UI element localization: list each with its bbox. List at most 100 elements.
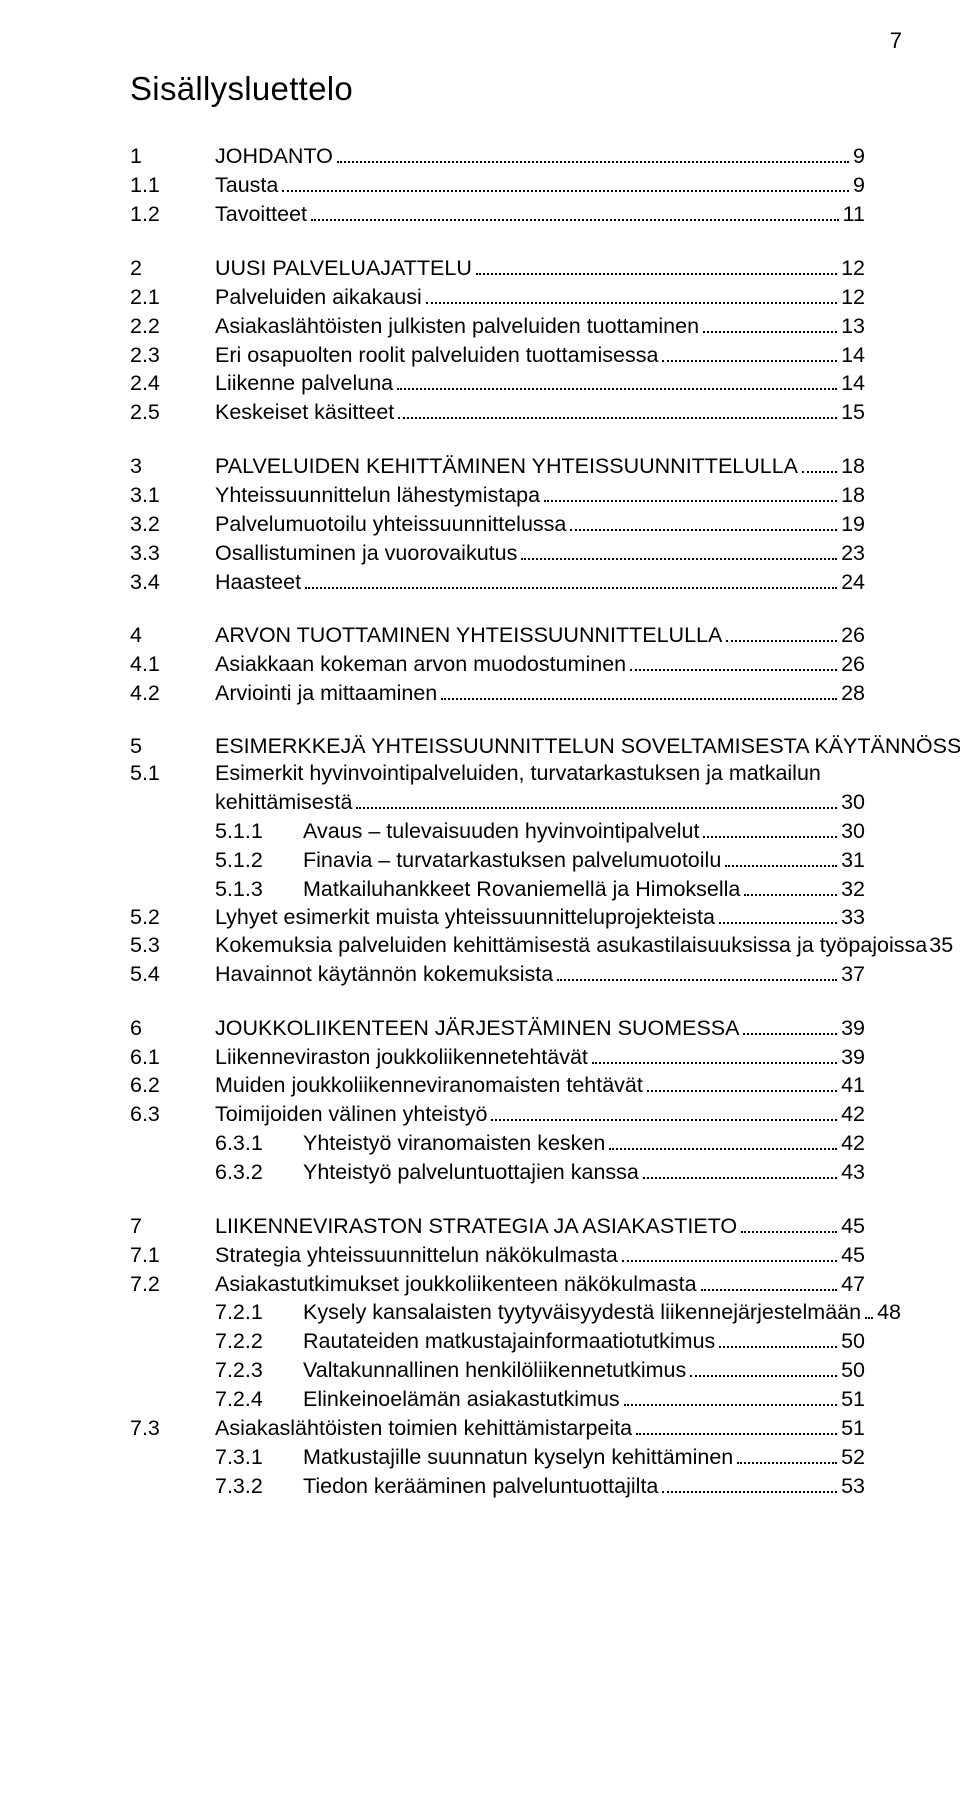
toc-entry-number: 3.3 xyxy=(130,540,215,568)
toc-entry: 6.3Toimijoiden välinen yhteistyö 42 xyxy=(130,1100,865,1129)
toc-entry-page: 43 xyxy=(841,1159,865,1187)
toc-entry-number: 3.1 xyxy=(130,482,215,510)
toc-leader-dots xyxy=(521,538,837,559)
toc-leader-dots xyxy=(690,1356,837,1377)
toc-entry-page: 15 xyxy=(841,399,865,427)
toc-entry-number: 5.1.3 xyxy=(130,876,303,904)
toc-entry: 4ARVON TUOTTAMINEN YHTEISSUUNNITTELULLA 2… xyxy=(130,621,865,650)
toc-entry-page: 48 xyxy=(877,1299,901,1327)
toc-entry-page: 42 xyxy=(841,1101,865,1129)
document-page: 7 Sisällysluettelo 1JOHDANTO91.1Tausta91… xyxy=(0,0,960,1819)
toc-leader-dots xyxy=(356,788,837,809)
table-of-contents: 1JOHDANTO91.1Tausta91.2Tavoitteet112UUSI… xyxy=(130,142,865,1500)
toc-leader-dots xyxy=(592,1042,837,1063)
toc-leader-dots xyxy=(719,1327,837,1348)
toc-entry: 2.4Liikenne palveluna14 xyxy=(130,369,865,398)
toc-entry-text: Asiakaslähtöisten julkisten palveluiden … xyxy=(215,313,699,341)
toc-entry-text: Yhteissuunnittelun lähestymistapa xyxy=(215,482,540,510)
toc-entry-text: Keskeiset käsitteet xyxy=(215,399,394,427)
toc-entry-text: Arviointi ja mittaaminen xyxy=(215,680,437,708)
toc-leader-dots xyxy=(441,679,837,700)
toc-entry-text: Lyhyet esimerkit muista yhteissuunnittel… xyxy=(215,904,715,932)
toc-entry-text: Liikenneviraston joukkoliikennetehtävät xyxy=(215,1044,588,1072)
toc-entry-text: Yhteistyö palveluntuottajien kanssa xyxy=(303,1159,639,1187)
toc-entry-page: 9 xyxy=(853,172,865,200)
toc-leader-dots xyxy=(662,1471,837,1492)
toc-entry: 3.3Osallistuminen ja vuorovaikutus23 xyxy=(130,538,865,567)
toc-entry-text: Asiakaslähtöisten toimien kehittämistarp… xyxy=(215,1415,632,1443)
toc-entry-page: 12 xyxy=(841,255,865,283)
toc-entry: 2.3Eri osapuolten roolit palveluiden tuo… xyxy=(130,340,865,369)
toc-leader-dots xyxy=(865,1298,873,1319)
toc-leader-dots xyxy=(282,171,849,192)
toc-entry-text: Palvelumuotoilu yhteissuunnittelussa xyxy=(215,511,566,539)
toc-entry-text: Havainnot käytännön kokemuksista xyxy=(215,961,553,989)
toc-entry-text: Finavia – turvatarkastuksen palvelumuoto… xyxy=(303,847,721,875)
toc-entry-page: 52 xyxy=(841,1444,865,1472)
toc-entry-page: 30 xyxy=(841,789,865,817)
toc-entry-page: 42 xyxy=(841,1130,865,1158)
toc-entry-text: kehittämisestä xyxy=(215,789,352,817)
toc-entry-text: Toimijoiden välinen yhteistyö xyxy=(215,1101,487,1129)
toc-entry-number: 7.2 xyxy=(130,1271,215,1299)
toc-entry: 7.2.1Kysely kansalaisten tyytyväisyydest… xyxy=(130,1298,865,1327)
toc-entry-number: 5.4 xyxy=(130,961,215,989)
toc-entry-text: ARVON TUOTTAMINEN YHTEISSUUNNITTELULLA xyxy=(215,622,722,650)
toc-leader-dots xyxy=(609,1129,837,1150)
toc-entry-number: 6.1 xyxy=(130,1044,215,1072)
toc-leader-dots xyxy=(744,874,837,895)
toc-entry-number: 3 xyxy=(130,453,215,481)
toc-leader-dots xyxy=(703,311,837,332)
toc-entry-number: 6.3 xyxy=(130,1101,215,1129)
toc-entry-page: 39 xyxy=(841,1044,865,1072)
toc-entry: 6.2Muiden joukkoliikenneviranomaisten te… xyxy=(130,1071,865,1100)
toc-entry: 7.2.2Rautateiden matkustajainformaatiotu… xyxy=(130,1327,865,1356)
toc-leader-dots xyxy=(398,398,837,419)
toc-entry: 6JOUKKOLIIKENTEEN JÄRJESTÄMINEN SUOMESSA… xyxy=(130,1013,865,1042)
toc-entry-number: 4 xyxy=(130,622,215,650)
toc-entry-page: 14 xyxy=(841,342,865,370)
toc-leader-dots xyxy=(305,567,837,588)
toc-entry: 5.1Esimerkit hyvinvointipalveluiden, tur… xyxy=(130,760,865,788)
toc-entry-number: 2.1 xyxy=(130,284,215,312)
toc-leader-dots xyxy=(476,254,837,275)
toc-entry-number: 6 xyxy=(130,1015,215,1043)
toc-leader-dots xyxy=(725,845,837,866)
toc-entry-page: 39 xyxy=(841,1015,865,1043)
toc-entry-text: UUSI PALVELUAJATTELU xyxy=(215,255,472,283)
toc-entry-number: 2.3 xyxy=(130,342,215,370)
toc-entry-text: Liikenne palveluna xyxy=(215,370,393,398)
toc-entry-page: 24 xyxy=(841,569,865,597)
toc-entry-page: 35 xyxy=(929,932,953,960)
toc-leader-dots xyxy=(743,1013,837,1034)
toc-entry-number: 6.3.1 xyxy=(130,1130,303,1158)
toc-entry-number: 5.1.1 xyxy=(130,818,303,846)
toc-entry-text: Avaus – tulevaisuuden hyvinvointipalvelu… xyxy=(303,818,699,846)
toc-entry-number: 3.4 xyxy=(130,569,215,597)
toc-entry-page: 51 xyxy=(841,1415,865,1443)
toc-entry-page: 26 xyxy=(841,622,865,650)
toc-entry-page: 50 xyxy=(841,1357,865,1385)
toc-entry: 2UUSI PALVELUAJATTELU12 xyxy=(130,254,865,283)
toc-entry-page: 37 xyxy=(841,961,865,989)
page-number: 7 xyxy=(890,28,902,54)
toc-entry: 5.1.3Matkailuhankkeet Rovaniemellä ja Hi… xyxy=(130,874,865,903)
toc-entry: 2.2Asiakaslähtöisten julkisten palveluid… xyxy=(130,311,865,340)
toc-entry-text: PALVELUIDEN KEHITTÄMINEN YHTEISSUUNNITTE… xyxy=(215,453,798,481)
toc-entry: 7.3Asiakaslähtöisten toimien kehittämist… xyxy=(130,1413,865,1442)
toc-entry-number: 7 xyxy=(130,1213,215,1241)
toc-entry-page: 30 xyxy=(841,818,865,846)
toc-entry-page: 50 xyxy=(841,1328,865,1356)
toc-entry-text: Asiakkaan kokeman arvon muodostuminen xyxy=(215,651,626,679)
toc-entry-number: 2.4 xyxy=(130,370,215,398)
toc-entry-number: 7.3 xyxy=(130,1415,215,1443)
toc-entry: 5.1.2Finavia – turvatarkastuksen palvelu… xyxy=(130,845,865,874)
toc-entry-number: 1.2 xyxy=(130,201,215,229)
toc-entry: 7.1Strategia yhteissuunnittelun näkökulm… xyxy=(130,1240,865,1269)
toc-entry-number: 5 xyxy=(130,733,215,761)
toc-entry: 2.1Palveluiden aikakausi12 xyxy=(130,282,865,311)
toc-leader-dots xyxy=(624,1385,837,1406)
toc-entry: 4.1Asiakkaan kokeman arvon muodostuminen… xyxy=(130,650,865,679)
toc-leader-dots xyxy=(622,1240,837,1261)
toc-entry-text: Elinkeinoelämän asiakastutkimus xyxy=(303,1386,620,1414)
